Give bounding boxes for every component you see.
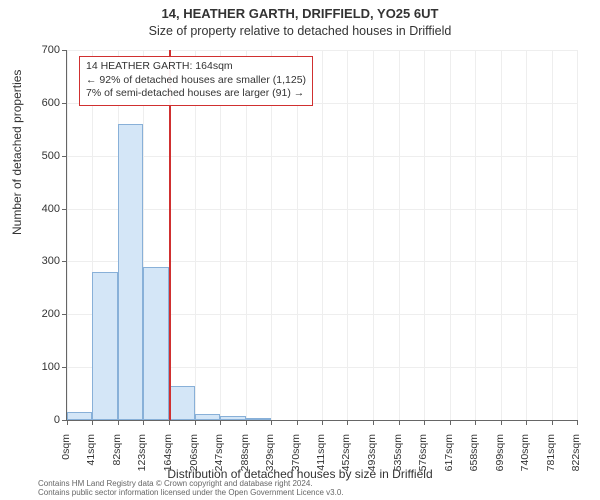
ytick-label: 100 xyxy=(24,361,60,373)
xtick-mark xyxy=(450,420,451,425)
info-line-smaller: ← 92% of detached houses are smaller (1,… xyxy=(86,74,306,88)
gridline-v xyxy=(526,50,527,420)
ytick-mark xyxy=(62,209,67,210)
y-axis-label: Number of detached properties xyxy=(10,70,24,235)
gridline-v xyxy=(501,50,502,420)
gridline-v xyxy=(424,50,425,420)
xtick-label: 822sqm xyxy=(570,434,582,484)
xtick-label: 370sqm xyxy=(290,434,302,484)
ytick-mark xyxy=(62,367,67,368)
chart-title-address: 14, HEATHER GARTH, DRIFFIELD, YO25 6UT xyxy=(0,6,600,21)
xtick-label: 658sqm xyxy=(468,434,480,484)
xtick-label: 452sqm xyxy=(340,434,352,484)
gridline-v xyxy=(552,50,553,420)
footer-line2: Contains public sector information licen… xyxy=(38,489,344,498)
ytick-label: 600 xyxy=(24,97,60,109)
ytick-mark xyxy=(62,156,67,157)
xtick-mark xyxy=(552,420,553,425)
ytick-mark xyxy=(62,103,67,104)
ytick-label: 500 xyxy=(24,150,60,162)
xtick-mark xyxy=(271,420,272,425)
gridline-h xyxy=(67,156,577,157)
xtick-mark xyxy=(501,420,502,425)
xtick-label: 411sqm xyxy=(315,434,327,484)
xtick-label: 41sqm xyxy=(85,434,97,484)
xtick-mark xyxy=(67,420,68,425)
xtick-label: 699sqm xyxy=(494,434,506,484)
histogram-bar xyxy=(169,386,195,420)
gridline-h xyxy=(67,209,577,210)
xtick-mark xyxy=(399,420,400,425)
xtick-label: 123sqm xyxy=(136,434,148,484)
gridline-v xyxy=(373,50,374,420)
xtick-mark xyxy=(347,420,348,425)
info-line-larger: 7% of semi-detached houses are larger (9… xyxy=(86,87,306,101)
histogram-bar xyxy=(67,412,92,420)
histogram-bar xyxy=(92,272,117,420)
xtick-label: 576sqm xyxy=(417,434,429,484)
xtick-mark xyxy=(424,420,425,425)
ytick-label: 700 xyxy=(24,44,60,56)
xtick-label: 493sqm xyxy=(366,434,378,484)
xtick-label: 329sqm xyxy=(264,434,276,484)
xtick-label: 247sqm xyxy=(213,434,225,484)
xtick-label: 82sqm xyxy=(111,434,123,484)
xtick-mark xyxy=(297,420,298,425)
histogram-bar xyxy=(220,416,245,420)
xtick-label: 781sqm xyxy=(545,434,557,484)
gridline-v xyxy=(347,50,348,420)
gridline-v xyxy=(577,50,578,420)
xtick-mark xyxy=(220,420,221,425)
info-line-property: 14 HEATHER GARTH: 164sqm xyxy=(86,60,306,74)
gridline-v xyxy=(475,50,476,420)
xtick-mark xyxy=(373,420,374,425)
histogram-bar xyxy=(246,418,271,420)
xtick-label: 288sqm xyxy=(239,434,251,484)
ytick-mark xyxy=(62,420,67,421)
ytick-label: 400 xyxy=(24,203,60,215)
histogram-bar xyxy=(118,124,143,420)
xtick-mark xyxy=(322,420,323,425)
xtick-label: 617sqm xyxy=(443,434,455,484)
xtick-mark xyxy=(118,420,119,425)
xtick-mark xyxy=(526,420,527,425)
gridline-v xyxy=(67,50,68,420)
xtick-mark xyxy=(577,420,578,425)
gridline-v xyxy=(322,50,323,420)
ytick-mark xyxy=(62,314,67,315)
xtick-label: 0sqm xyxy=(60,434,72,484)
xtick-label: 206sqm xyxy=(188,434,200,484)
xtick-label: 535sqm xyxy=(392,434,404,484)
xtick-label: 164sqm xyxy=(162,434,174,484)
ytick-label: 300 xyxy=(24,255,60,267)
ytick-mark xyxy=(62,261,67,262)
gridline-v xyxy=(399,50,400,420)
histogram-bar xyxy=(195,414,220,420)
xtick-mark xyxy=(195,420,196,425)
ytick-mark xyxy=(62,50,67,51)
xtick-mark xyxy=(143,420,144,425)
ytick-label: 0 xyxy=(24,414,60,426)
gridline-h xyxy=(67,50,577,51)
chart-title-desc: Size of property relative to detached ho… xyxy=(0,24,600,38)
info-box: 14 HEATHER GARTH: 164sqm← 92% of detache… xyxy=(79,56,313,106)
xtick-mark xyxy=(169,420,170,425)
xtick-mark xyxy=(92,420,93,425)
xtick-mark xyxy=(475,420,476,425)
gridline-h xyxy=(67,261,577,262)
histogram-bar xyxy=(143,267,168,420)
xtick-mark xyxy=(246,420,247,425)
gridline-v xyxy=(450,50,451,420)
xtick-label: 740sqm xyxy=(519,434,531,484)
ytick-label: 200 xyxy=(24,308,60,320)
histogram-plot: 14 HEATHER GARTH: 164sqm← 92% of detache… xyxy=(66,50,577,421)
